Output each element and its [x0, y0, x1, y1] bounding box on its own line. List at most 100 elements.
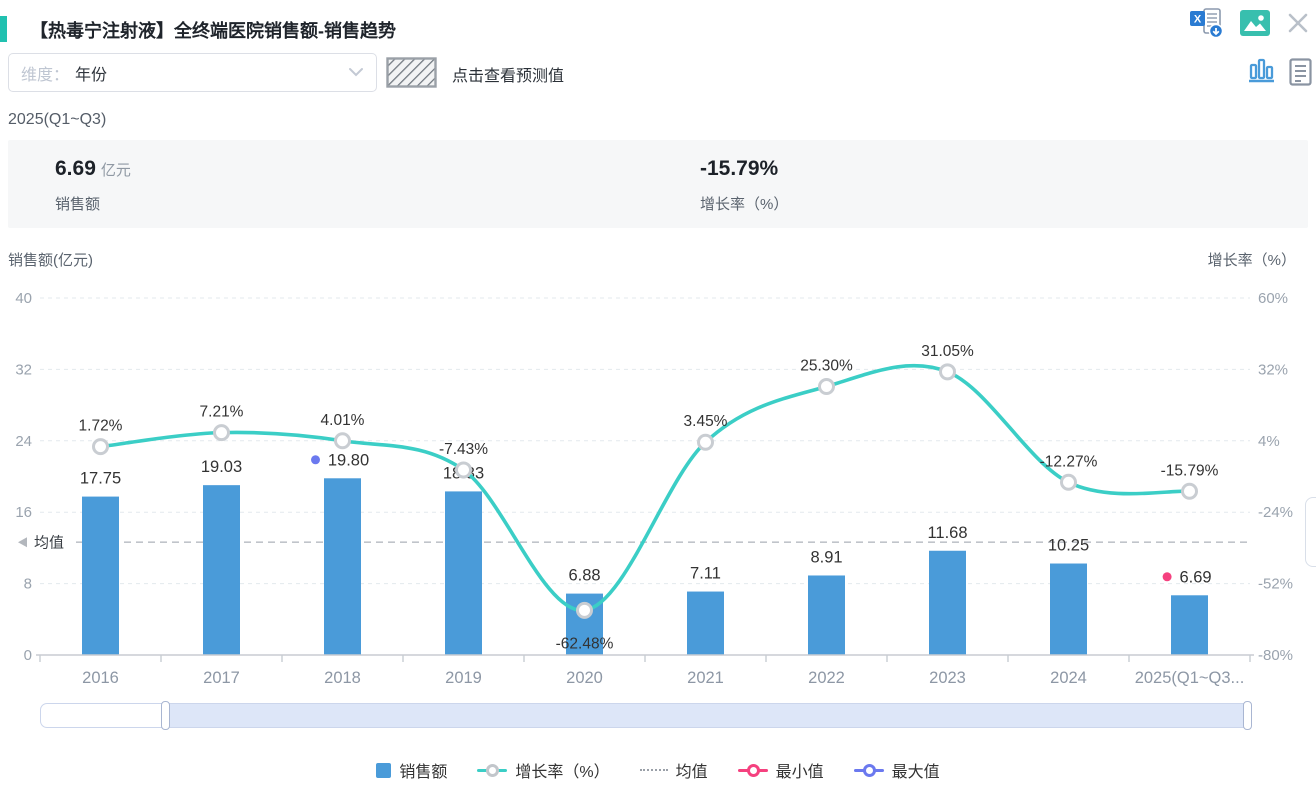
x-axis-label: 2022 [808, 669, 845, 687]
legend-ring-swatch-icon [737, 764, 768, 777]
sales-bar-2017[interactable] [203, 485, 240, 655]
bar-value-label: 19.80 [328, 451, 369, 469]
growth-value-label: 25.30% [800, 357, 853, 374]
summary-sales-unit: 亿元 [100, 162, 131, 179]
legend-label: 均值 [675, 764, 708, 781]
bar-value-label: 11.68 [927, 524, 967, 542]
forecast-hint-label[interactable]: 点击查看预测值 [452, 68, 565, 85]
x-axis-label: 2023 [929, 669, 966, 687]
legend-swatch-ring [746, 764, 760, 777]
growth-value-label: 3.45% [684, 413, 728, 430]
growth-marker-2018[interactable] [334, 432, 351, 450]
growth-marker-2017[interactable] [213, 424, 230, 442]
right-axis-tick: 60% [1258, 290, 1288, 307]
legend-item-1[interactable]: 增长率（%） [477, 758, 610, 782]
legend-item-4[interactable]: 最大值 [853, 758, 940, 782]
page-title: 【热毒宁注射液】全终端医院销售额-销售趋势 [30, 21, 396, 41]
growth-value-label: -12.27% [1040, 453, 1098, 470]
forecast-hatch-icon[interactable] [386, 57, 437, 93]
mean-label: 均值 [34, 535, 64, 552]
bar-chart-view-icon[interactable] [1248, 58, 1275, 92]
summary-card: 6.69 亿元 销售额 -15.79% 增长率（%） [8, 140, 1308, 228]
legend-label: 最大值 [891, 764, 940, 781]
growth-value-label: -15.79% [1161, 462, 1219, 479]
growth-marker-2023[interactable] [939, 363, 956, 381]
growth-value-label: -62.48% [556, 635, 614, 652]
growth-marker-2021[interactable] [697, 433, 714, 451]
report-view-icon[interactable] [1289, 58, 1312, 92]
right-axis-tick: -24% [1258, 504, 1293, 521]
x-axis-label: 2018 [324, 669, 361, 687]
bar-value-label: 6.69 [1179, 568, 1211, 586]
left-axis-title: 销售额(亿元) [8, 252, 93, 269]
sales-bar-2016[interactable] [82, 496, 119, 655]
growth-value-label: 4.01% [321, 412, 365, 429]
bar-value-label: 17.75 [80, 470, 121, 488]
legend-bar-swatch-icon [376, 762, 392, 778]
x-axis-label: 2025(Q1~Q3... [1135, 669, 1245, 687]
legend-ring-swatch-icon [853, 764, 884, 777]
growth-marker-2025(Q1~Q3...[interactable] [1181, 482, 1198, 500]
x-axis-label: 2021 [687, 669, 724, 687]
sales-bar-2019[interactable] [445, 491, 482, 655]
right-axis-title: 增长率（%） [1207, 252, 1296, 269]
period-label: 2025(Q1~Q3) [8, 111, 107, 128]
growth-marker-2020[interactable] [576, 601, 593, 619]
growth-line [98, 363, 1192, 613]
legend-item-3[interactable]: 最小值 [737, 758, 824, 782]
data-zoom-handle-left[interactable] [161, 701, 171, 730]
left-axis-tick: 0 [24, 647, 32, 664]
growth-marker-2024[interactable] [1060, 473, 1077, 491]
dimension-select[interactable]: 维度： 年份 [8, 53, 377, 92]
legend-item-0[interactable]: 销售额 [376, 758, 447, 782]
summary-growth-value: -15.79% [700, 157, 779, 180]
bar-value-label: 19.03 [201, 458, 242, 476]
legend-swatch-ring [486, 764, 500, 777]
mean-arrow-icon [18, 537, 27, 548]
sales-bar-2018[interactable] [324, 478, 361, 655]
legend-swatch-ring [862, 764, 876, 777]
right-axis-tick: 4% [1258, 433, 1280, 450]
growth-value-label: -7.43% [439, 441, 488, 458]
title-accent-bar [0, 16, 7, 42]
summary-sales-value: 6.69 亿元 [55, 157, 131, 180]
growth-value-label: 1.72% [79, 418, 123, 435]
growth-marker-2022[interactable] [818, 377, 835, 395]
legend-label: 最小值 [775, 764, 824, 781]
excel-download-icon[interactable]: X [1190, 8, 1224, 43]
sales-bar-2023[interactable] [929, 550, 966, 655]
chevron-down-icon [348, 64, 364, 82]
image-export-icon[interactable] [1240, 10, 1270, 41]
right-axis-tick: -52% [1258, 576, 1293, 593]
dimension-value: 年份 [75, 66, 108, 84]
growth-marker-2019[interactable] [455, 461, 472, 479]
legend-item-2[interactable]: 均值 [639, 758, 708, 782]
x-axis-label: 2020 [566, 669, 603, 687]
left-axis-tick: 8 [24, 576, 32, 593]
x-axis-label: 2019 [445, 669, 482, 687]
dimension-label: 维度： [21, 66, 70, 84]
bar-value-label: 8.91 [810, 548, 842, 566]
sales-bar-2024[interactable] [1050, 563, 1087, 655]
summary-growth-label: 增长率（%） [700, 196, 789, 213]
left-axis-tick: 24 [15, 433, 32, 450]
svg-text:X: X [1194, 14, 1202, 26]
bar-value-label: 10.25 [1048, 537, 1089, 555]
edge-panel-handle[interactable] [1305, 497, 1316, 567]
left-axis-tick: 16 [15, 504, 32, 521]
data-zoom-window[interactable] [165, 704, 1249, 727]
bar-value-label: 7.11 [690, 565, 721, 583]
growth-marker-2016[interactable] [92, 438, 109, 456]
sales-bar-2025(Q1~Q3...[interactable] [1171, 595, 1208, 655]
left-axis-tick: 40 [15, 290, 32, 307]
data-zoom-handle-right[interactable] [1242, 701, 1252, 730]
data-zoom-track[interactable] [40, 701, 1252, 730]
sales-bar-2022[interactable] [808, 575, 845, 655]
legend-label: 销售额 [399, 764, 448, 781]
summary-sales-label: 销售额 [55, 196, 101, 213]
x-axis-label: 2017 [203, 669, 240, 687]
legend-dotted-swatch-icon [639, 769, 668, 771]
close-icon[interactable] [1286, 11, 1310, 40]
sales-bar-2021[interactable] [687, 591, 724, 655]
bar-value-label: 6.88 [568, 567, 600, 585]
